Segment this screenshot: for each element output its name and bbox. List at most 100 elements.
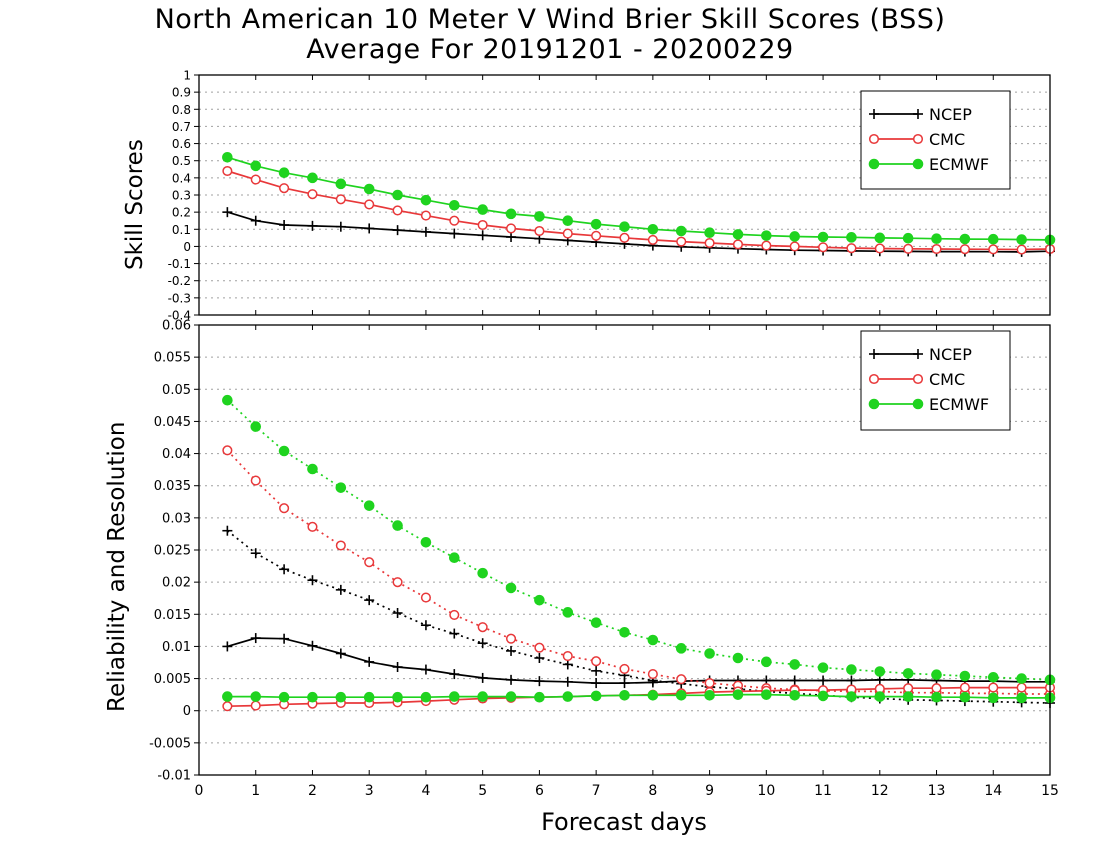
top-ecmwf-point xyxy=(363,183,375,195)
bottom-ecmwf-reliability-point xyxy=(250,691,262,702)
x-tick-label: 9 xyxy=(705,783,714,799)
top-cmc-point xyxy=(988,244,999,255)
bottom-ytick-label: 0.005 xyxy=(154,672,191,687)
bottom-legend-marker-cmc xyxy=(868,373,880,385)
bottom-legend-marker-cmc xyxy=(912,373,924,385)
x-tick-label: 14 xyxy=(984,783,1002,799)
bottom-ecmwf-reliability-point xyxy=(222,691,233,702)
bottom-ecmwf-resolution-point xyxy=(704,648,715,659)
top-legend-marker-cmc xyxy=(912,133,924,145)
bottom-ecmwf-reliability-point xyxy=(392,691,403,703)
bottom-ecmwf-reliability-point xyxy=(647,689,659,701)
x-tick-label: 13 xyxy=(928,783,946,799)
bottom-ecmwf-reliability-point xyxy=(477,691,488,702)
bottom-ecmwf-resolution-point xyxy=(732,652,744,664)
bottom-ecmwf-reliability-point xyxy=(307,691,318,703)
top-legend-marker-ecmwf xyxy=(868,158,880,170)
top-ytick-label: 0 xyxy=(183,240,191,254)
bottom-cmc-resolution-point xyxy=(279,503,290,514)
bottom-ecmwf-reliability-point xyxy=(931,691,942,703)
bottom-cmc-resolution-point xyxy=(307,521,318,532)
bottom-ecmwf-resolution-point xyxy=(477,567,488,579)
bottom-cmc-resolution-point xyxy=(562,651,573,662)
top-ytick-label: 0.6 xyxy=(172,137,191,151)
top-ecmwf-point xyxy=(307,172,318,184)
top-cmc-point xyxy=(903,243,914,254)
top-cmc-point xyxy=(222,165,233,177)
top-cmc-point xyxy=(420,210,431,221)
bottom-ecmwf-reliability-point xyxy=(1016,692,1027,704)
bottom-cmc-resolution-point xyxy=(392,577,403,588)
x-tick-label: 4 xyxy=(421,783,430,799)
bottom-ecmwf-resolution-point xyxy=(534,594,545,606)
top-cmc-point xyxy=(761,240,772,251)
bottom-ecmwf-resolution-point xyxy=(817,662,829,673)
top-legend-box xyxy=(860,90,1011,190)
bottom-ecmwf-resolution-point xyxy=(335,482,347,493)
top-ytick-label: 0.8 xyxy=(172,103,191,117)
bottom-ecmwf-reliability-point xyxy=(761,689,772,700)
top-cmc-point xyxy=(505,223,517,234)
top-ecmwf-point xyxy=(590,218,602,230)
bottom-cmc-resolution-point xyxy=(647,669,658,680)
bottom-legend-box xyxy=(860,330,1011,431)
bottom-legend-label-ecmwf: ECMWF xyxy=(929,395,989,414)
chart-title-line2: Average For 20191201 - 20200229 xyxy=(306,34,794,65)
bottom-ecmwf-reliability-point xyxy=(562,691,574,702)
top-cmc-point xyxy=(591,230,602,241)
bottom-ecmwf-resolution-point xyxy=(449,552,460,564)
top-ecmwf-point xyxy=(420,194,432,206)
top-cmc-point xyxy=(846,243,857,254)
bottom-cmc-resolution-point xyxy=(449,609,460,620)
top-ecmwf-point xyxy=(1016,234,1027,245)
top-ecmwf-point xyxy=(222,151,233,163)
bottom-cmc-resolution-point xyxy=(420,592,431,603)
top-cmc-point xyxy=(534,225,545,237)
top-ytick-label: 0.7 xyxy=(172,120,191,134)
bottom-ecmwf-resolution-point xyxy=(505,582,517,594)
x-axis-label: Forecast days xyxy=(541,808,707,836)
bottom-ecmwf-reliability-point xyxy=(732,689,744,700)
bottom-cmc-resolution-point xyxy=(364,557,375,568)
top-ecmwf-point xyxy=(619,221,630,233)
bottom-ecmwf-reliability-point xyxy=(987,692,999,704)
bottom-ecmwf-resolution-point xyxy=(278,445,290,457)
top-ecmwf-point xyxy=(392,189,403,201)
bottom-cmc-resolution-point xyxy=(505,633,517,644)
bottom-ytick-label: 0.035 xyxy=(154,479,191,494)
bottom-ecmwf-resolution-point xyxy=(789,659,801,670)
bottom-ytick-label: 0.015 xyxy=(154,608,191,623)
bottom-ecmwf-reliability-point xyxy=(959,691,971,703)
top-cmc-point xyxy=(364,199,375,210)
bottom-ecmwf-resolution-point xyxy=(846,664,857,675)
bottom-ecmwf-resolution-point xyxy=(363,500,375,511)
bottom-legend-marker-ecmwf xyxy=(868,398,880,410)
bottom-ytick-label: 0.05 xyxy=(162,383,191,398)
top-ecmwf-point xyxy=(761,230,772,241)
bottom-ecmwf-reliability-point xyxy=(704,689,715,701)
bottom-ecmwf-reliability-point xyxy=(335,691,347,703)
bottom-cmc-resolution-point xyxy=(676,674,687,685)
bottom-ecmwf-reliability-point xyxy=(505,691,517,702)
x-tick-label: 8 xyxy=(648,783,657,799)
bottom-ytick-label: 0.04 xyxy=(162,447,191,462)
bottom-ytick-label: 0 xyxy=(183,704,191,719)
bottom-ecmwf-resolution-point xyxy=(590,617,602,628)
top-ecmwf-point xyxy=(874,232,886,244)
bottom-ecmwf-reliability-point xyxy=(534,691,545,703)
top-cmc-point xyxy=(931,243,942,255)
top-ecmwf-point xyxy=(817,231,829,243)
top-cmc-point xyxy=(562,228,573,239)
bottom-ytick-label: -0.01 xyxy=(157,769,191,784)
bottom-ecmwf-reliability-point xyxy=(278,691,290,703)
bottom-ecmwf-reliability-point xyxy=(420,691,432,703)
bottom-series-ncep-reliability-line xyxy=(227,637,1050,684)
bottom-cmc-reliability-point xyxy=(988,682,999,693)
bottom-ecmwf-resolution-point xyxy=(1016,673,1027,684)
top-ytick-label: 0.5 xyxy=(172,154,191,168)
top-ytick-label: 0.4 xyxy=(172,171,191,185)
top-ytick-label: -0.1 xyxy=(168,257,191,271)
bottom-ecmwf-resolution-point xyxy=(902,668,914,679)
top-legend-label-ecmwf: ECMWF xyxy=(929,155,989,174)
